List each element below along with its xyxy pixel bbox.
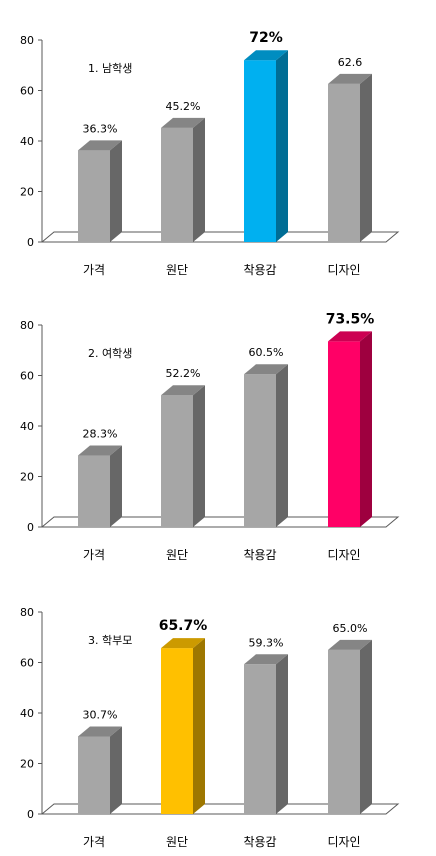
bar-chart-female-students: 0 20 40 60 80 2. 여학생 28.3% 가격 52.2% 원단 60.5% 착용감 73.… [20, 311, 400, 562]
bar-front [328, 341, 360, 527]
y-tick-label: 60 [20, 370, 34, 383]
bar-top [328, 639, 372, 650]
value-label: 65.7% [159, 618, 208, 634]
bar-front [328, 649, 360, 814]
bar-front [161, 648, 193, 814]
bar-1 [78, 140, 122, 242]
y-tick-label: 80 [20, 319, 34, 332]
category-label: 착용감 [243, 548, 276, 562]
bar-2 [161, 638, 205, 814]
y-tick-label: 0 [27, 808, 34, 821]
bar-top [244, 50, 288, 61]
category-label: 디자인 [327, 835, 360, 849]
bar-1 [78, 726, 122, 814]
category-label: 원단 [166, 835, 188, 849]
y-tick-label: 20 [20, 471, 34, 484]
bar-top [244, 364, 288, 375]
bar-side [110, 726, 122, 814]
bar-front [244, 60, 276, 243]
y-tick-label: 80 [20, 34, 34, 47]
category-label: 원단 [166, 263, 188, 277]
value-label: 72% [249, 30, 283, 46]
y-tick-label: 40 [20, 707, 34, 720]
bar-side [276, 50, 288, 243]
category-label: 디자인 [327, 548, 360, 562]
value-label: 60.5% [249, 346, 284, 359]
value-label: 36.3% [83, 122, 118, 135]
bar-front [78, 736, 110, 814]
bar-front [78, 150, 110, 242]
bar-4 [328, 73, 372, 242]
bar-top [78, 726, 122, 737]
category-label: 원단 [166, 548, 188, 562]
bar-1 [78, 445, 122, 527]
y-tick-label: 40 [20, 135, 34, 148]
bar-side [360, 639, 372, 814]
value-label: 52.2% [166, 367, 201, 380]
bar-front [161, 395, 193, 527]
value-label: 73.5% [326, 311, 375, 327]
bar-top [244, 654, 288, 665]
bar-chart-male-students: 0 20 40 60 80 1. 남학생 36.3% 가격 45.2% 원단 72% 착용감 62.6 디… [20, 30, 400, 277]
category-label: 착용감 [243, 263, 276, 277]
y-tick-label: 0 [27, 236, 34, 249]
y-tick-label: 80 [20, 606, 34, 619]
bar-front [244, 374, 276, 527]
bar-3 [244, 50, 288, 243]
bar-side [193, 638, 205, 814]
value-label: 65.0% [333, 622, 368, 635]
bar-2 [161, 385, 205, 527]
bar-side [360, 73, 372, 242]
bar-top [328, 73, 372, 84]
bar-front [244, 664, 276, 814]
bar-side [110, 140, 122, 242]
bar-side [360, 331, 372, 527]
bar-4 [328, 331, 372, 527]
y-tick-label: 0 [27, 521, 34, 534]
y-tick-label: 20 [20, 186, 34, 199]
bar-front [161, 127, 193, 242]
y-tick-label: 40 [20, 420, 34, 433]
value-label: 62.6 [338, 56, 363, 69]
bar-top [78, 445, 122, 456]
bar-side [276, 654, 288, 814]
bar-3 [244, 654, 288, 814]
y-tick-label: 60 [20, 85, 34, 98]
bar-top [78, 140, 122, 151]
y-tick-label: 60 [20, 657, 34, 670]
category-label: 가격 [83, 263, 105, 277]
chart-title: 3. 학부모 [88, 634, 132, 647]
value-label: 59.3% [249, 636, 284, 649]
chart-panel-3: 0 20 40 60 80 3. 학부모 30.7% 가격 65.7% 원단 59.3% 착용감 65.… [0, 592, 436, 852]
bar-side [193, 385, 205, 527]
y-tick-label: 20 [20, 758, 34, 771]
category-label: 가격 [83, 548, 105, 562]
bar-4 [328, 639, 372, 814]
chart-panel-1: 0 20 40 60 80 1. 남학생 36.3% 가격 45.2% 원단 72% 착용감 62.6 디… [0, 20, 436, 280]
bar-3 [244, 364, 288, 527]
bar-side [110, 445, 122, 527]
bar-side [276, 364, 288, 527]
bar-top [161, 117, 205, 128]
chart-title: 2. 여학생 [88, 347, 132, 360]
chart-title: 1. 남학생 [88, 62, 132, 75]
value-label: 45.2% [166, 100, 201, 113]
category-label: 디자인 [327, 263, 360, 277]
bar-top [161, 385, 205, 396]
bar-top [328, 331, 372, 342]
bar-top [161, 638, 205, 649]
bar-2 [161, 117, 205, 242]
category-label: 가격 [83, 835, 105, 849]
bar-front [328, 83, 360, 242]
bar-chart-parents: 0 20 40 60 80 3. 학부모 30.7% 가격 65.7% 원단 59.3% 착용감 65.… [20, 606, 400, 849]
bar-side [193, 117, 205, 242]
value-label: 28.3% [83, 428, 118, 441]
category-label: 착용감 [243, 835, 276, 849]
chart-panel-2: 0 20 40 60 80 2. 여학생 28.3% 가격 52.2% 원단 60.5% 착용감 73.… [0, 305, 436, 565]
value-label: 30.7% [83, 708, 118, 721]
bar-front [78, 455, 110, 527]
